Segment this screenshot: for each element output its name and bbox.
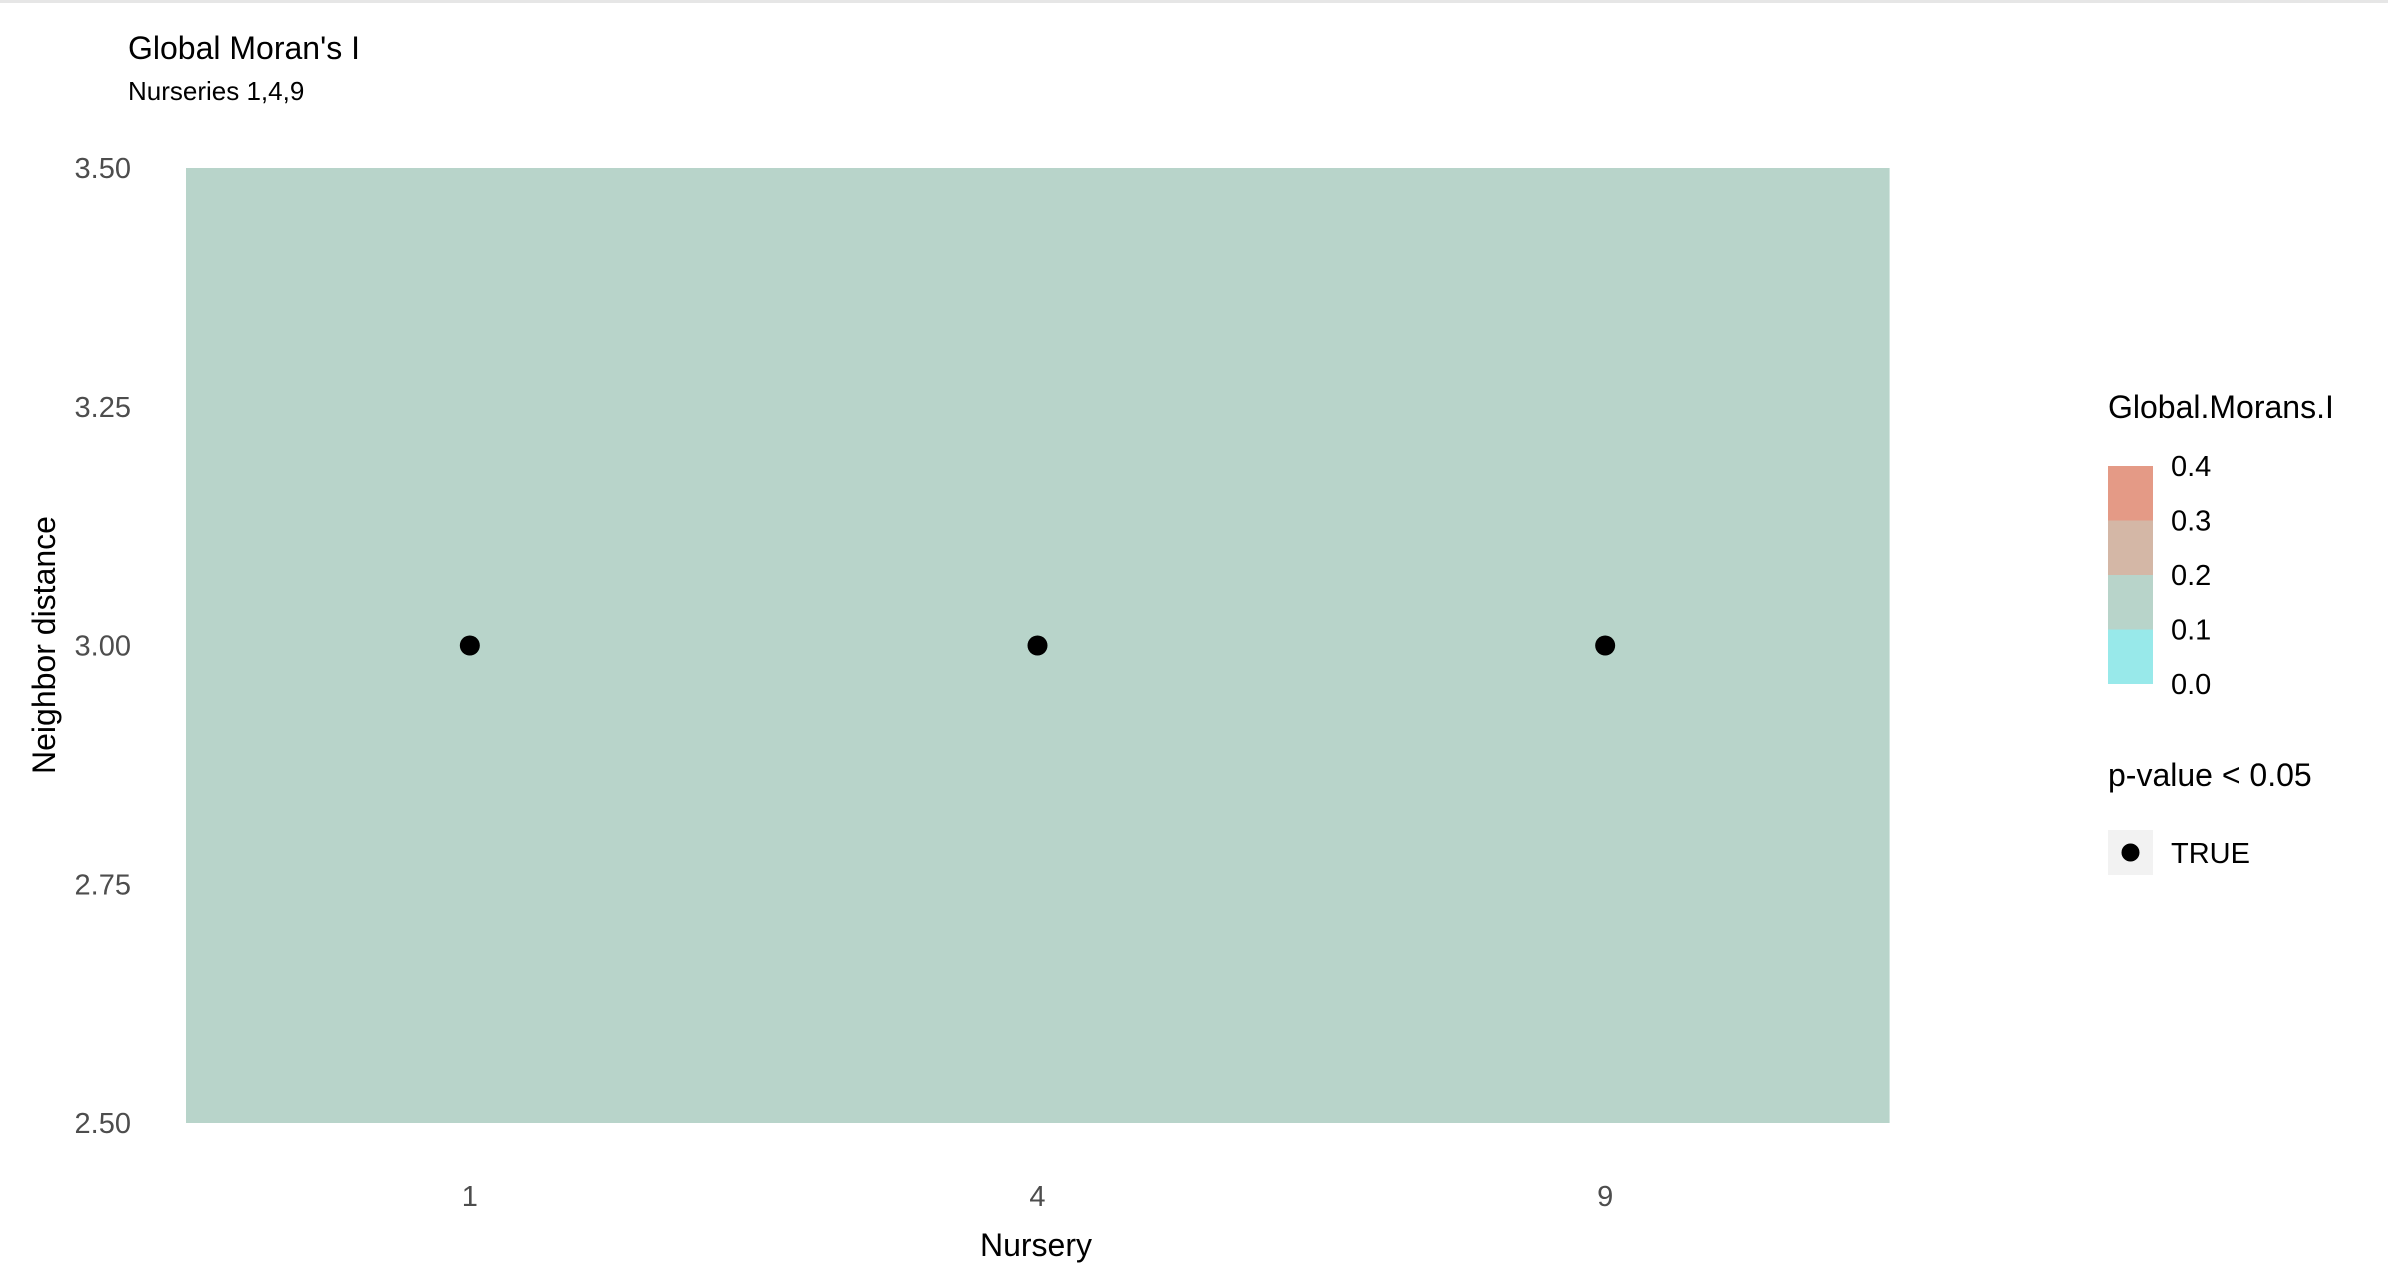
legend: Global.Morans.I p-value < 0.05 0.4 0.3 0.2… [2108,389,2334,875]
x-tick-label: 9 [1597,1181,1613,1213]
legend-color-swatch [2108,629,2153,684]
x-axis-label: Nursery [980,1227,1092,1263]
legend-fill-label: 0.2 [2171,560,2211,592]
x-tick-label: 4 [1029,1181,1045,1213]
y-tick-label: 2.75 [75,869,131,901]
legend-shape-title: p-value < 0.05 [2108,757,2312,793]
top-rule [0,0,2388,3]
y-tick-label: 3.00 [75,631,131,663]
chart-subtitle: Nurseries 1,4,9 [128,76,304,106]
legend-fill-label: 0.4 [2171,451,2211,483]
y-axis-label: Neighbor distance [26,516,62,774]
legend-fill-title: Global.Morans.I [2108,389,2334,425]
legend-color-swatch [2108,520,2153,575]
legend-color-swatch [2108,466,2153,521]
legend-point-icon [2121,843,2140,862]
axes: 2.50 2.75 3.00 3.25 3.50 1 4 9 [75,153,1614,1213]
data-point [1595,635,1616,656]
y-tick-label: 3.50 [75,153,131,185]
y-tick-label: 3.25 [75,392,131,424]
data-point [459,635,480,656]
legend-fill-label: 0.1 [2171,615,2211,647]
legend-fill-label: 0.0 [2171,669,2211,701]
legend-shape-label: TRUE [2171,838,2250,870]
plot-panel [186,168,1890,1123]
chart-title: Global Moran's I [128,30,360,66]
y-tick-label: 2.50 [75,1108,131,1140]
data-point [1027,635,1048,656]
legend-fill-label: 0.3 [2171,506,2211,538]
x-tick-label: 1 [462,1181,478,1213]
legend-color-swatch [2108,575,2153,630]
